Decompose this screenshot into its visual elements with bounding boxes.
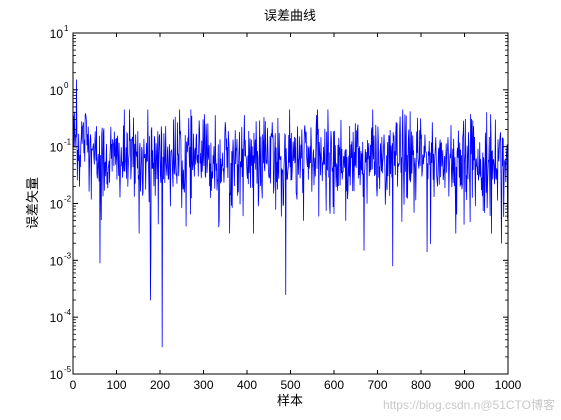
- error-point: [455, 232, 457, 234]
- error-point: [392, 265, 394, 267]
- watermark-text: https://blog.csdn.n@51CTO博客: [383, 397, 555, 412]
- x-tick-label: 700: [367, 378, 387, 392]
- y-tick-label-base: 10: [50, 254, 64, 268]
- y-tick-label-exponent: -2: [64, 195, 72, 204]
- x-ticks: 0 100 200 300 400 500 600 700 800 900 1000: [70, 33, 522, 392]
- error-point: [253, 232, 254, 234]
- x-tick-label: 800: [411, 378, 431, 392]
- x-tick-label: 0: [70, 378, 77, 392]
- y-tick-label-base: 10: [50, 27, 64, 41]
- error-point: [138, 232, 140, 234]
- y-tick-label-exponent: -5: [64, 365, 72, 374]
- y-tick-label-exponent: -3: [64, 251, 72, 260]
- x-tick-label: 300: [193, 378, 213, 392]
- axes-box: [73, 33, 508, 374]
- chart-title: 误差曲线: [264, 9, 316, 24]
- error-point: [99, 262, 101, 264]
- x-axis-title: 样本: [277, 394, 303, 409]
- error-point: [161, 346, 163, 348]
- x-tick-label: 200: [150, 378, 170, 392]
- x-tick-label: 1000: [495, 378, 522, 392]
- x-tick-label: 600: [324, 378, 344, 392]
- error-point: [79, 185, 80, 187]
- y-tick-label-exponent: -1: [64, 138, 72, 147]
- y-tick-label-exponent: 1: [64, 24, 69, 33]
- plot-area: 0 100 200 300 400 500 600 700 800 900 1000 10 110 01…: [50, 24, 522, 392]
- y-tick-label-exponent: 0: [64, 81, 69, 90]
- y-tick-label-exponent: -4: [64, 308, 72, 317]
- y-tick-label-base: 10: [50, 141, 64, 155]
- error-series-line: [72, 79, 509, 347]
- error-point: [285, 294, 287, 295]
- error-point: [76, 79, 77, 81]
- y-tick-label-base: 10: [50, 84, 64, 98]
- error-point: [150, 299, 151, 301]
- x-tick-label: 400: [237, 378, 257, 392]
- error-point: [501, 242, 502, 244]
- x-tick-label: 900: [454, 378, 474, 392]
- x-tick-label: 500: [280, 378, 300, 392]
- error-point: [491, 232, 492, 234]
- error-point: [185, 225, 187, 227]
- y-tick-label-base: 10: [50, 198, 64, 212]
- y-tick-label-base: 10: [50, 368, 64, 382]
- x-tick-label: 100: [106, 378, 126, 392]
- y-tick-label-base: 10: [50, 311, 64, 325]
- y-axis-title: 误差矢量: [26, 177, 41, 229]
